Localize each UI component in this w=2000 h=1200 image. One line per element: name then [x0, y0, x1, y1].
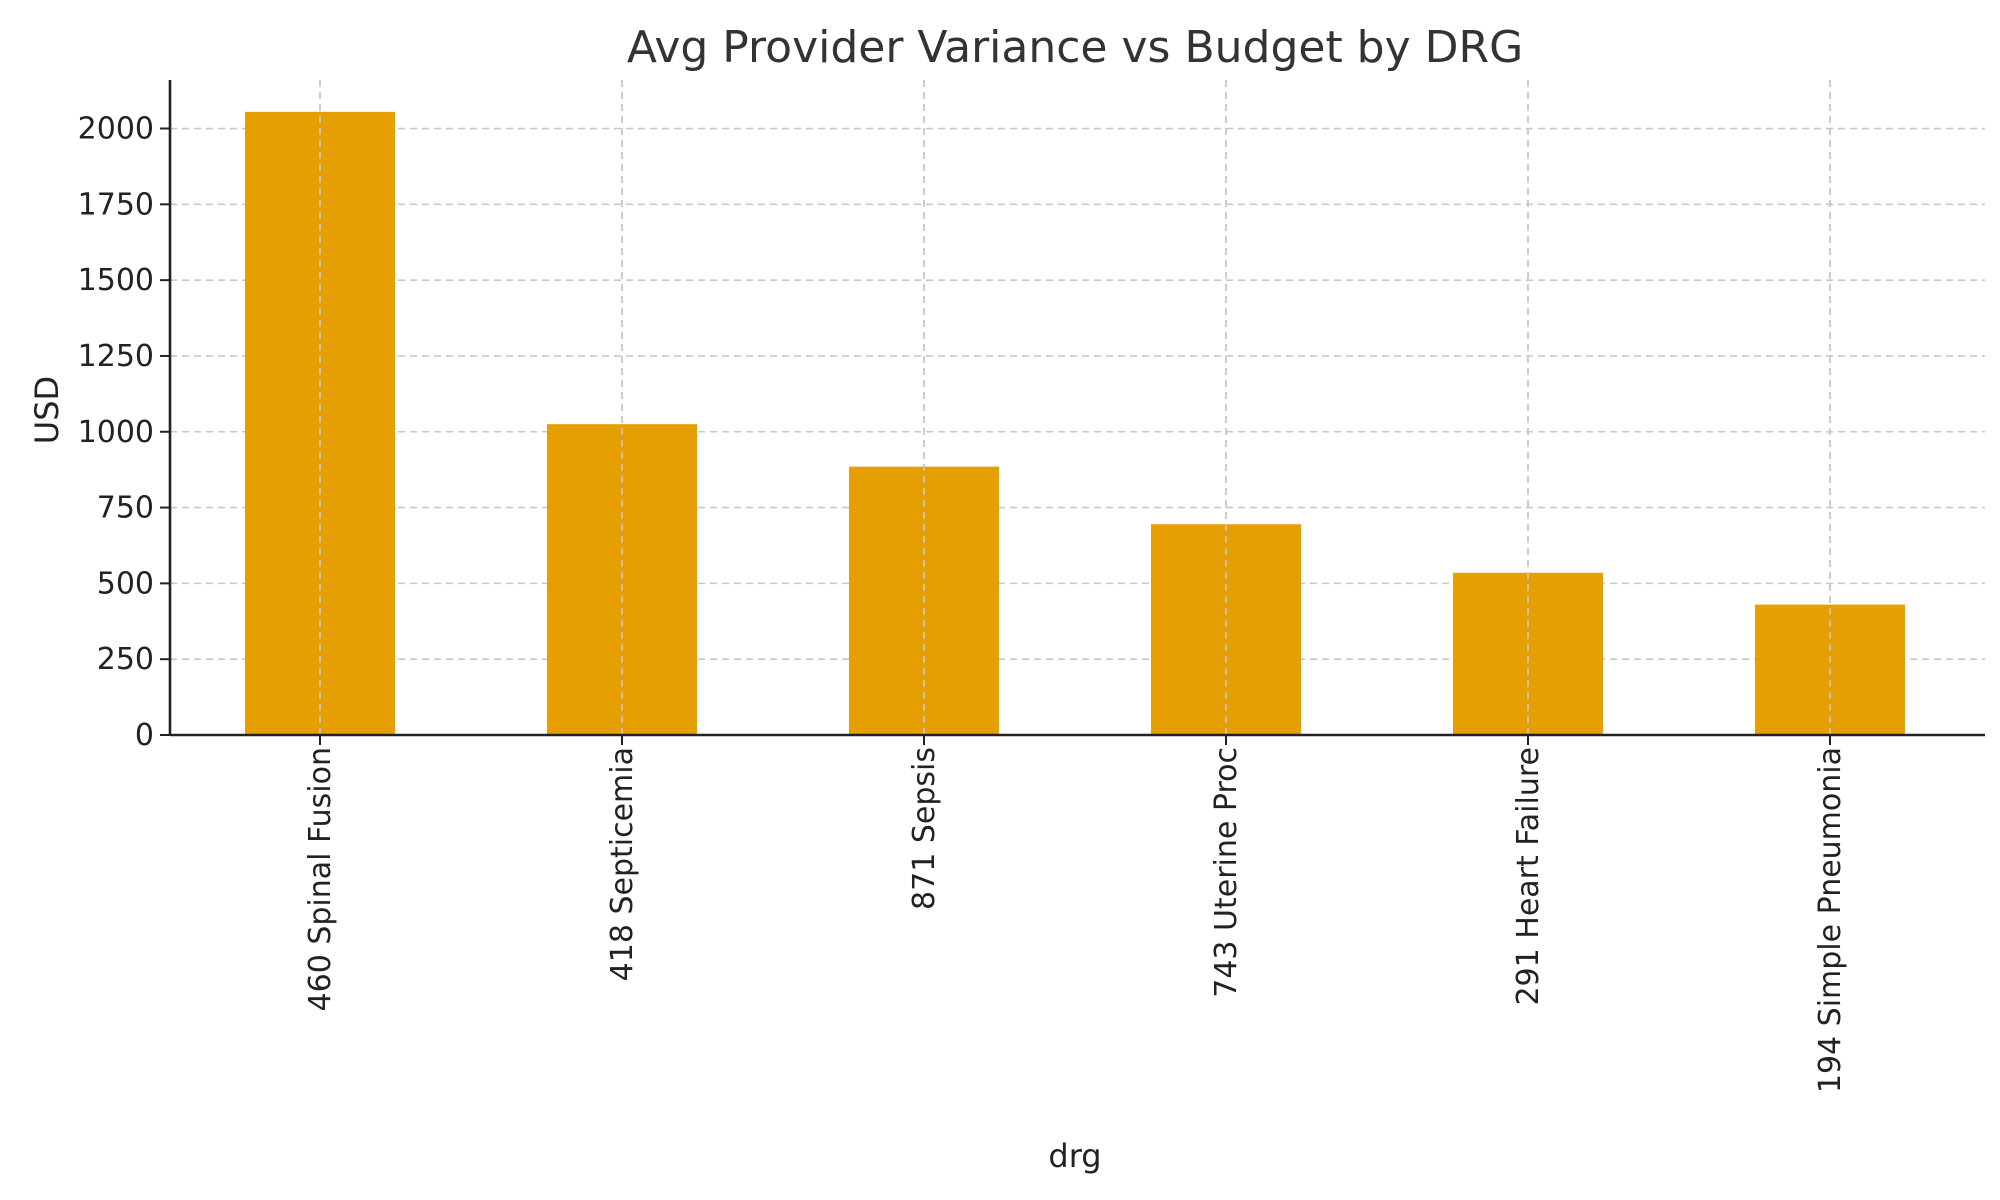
x-tick-label: 460 Spinal Fusion	[303, 747, 338, 1011]
axes-layer	[168, 80, 1985, 737]
y-axis-label: USD	[28, 376, 66, 444]
ticks-layer: 0 250 500 750 1000 1250 1500 1750 2000 460 Spinal…	[78, 112, 1848, 1094]
bar	[1151, 524, 1301, 735]
x-tick-label: 194 Simple Pneumonia	[1813, 747, 1848, 1093]
grid-layer	[170, 80, 1985, 736]
y-tick-label: 1000	[78, 415, 154, 450]
y-tick-label: 1250	[78, 339, 154, 374]
y-tick-label: 1750	[78, 187, 154, 222]
x-tick-label: 291 Heart Failure	[1511, 747, 1546, 1006]
x-axis-label: drg	[1048, 1137, 1101, 1175]
y-tick-label: 1500	[78, 263, 154, 298]
chart-title: Avg Provider Variance vs Budget by DRG	[627, 22, 1523, 73]
x-tick-label: 871 Sepsis	[907, 747, 942, 910]
y-tick-label: 500	[97, 566, 154, 601]
y-tick-label: 2000	[78, 112, 154, 147]
y-tick-label: 750	[97, 491, 154, 526]
x-tick-label: 743 Uterine Proc	[1209, 747, 1244, 998]
x-tick-label: 418 Septicemia	[605, 747, 640, 981]
bars-layer	[245, 80, 1905, 736]
y-tick-label: 0	[135, 718, 154, 753]
y-tick-label: 250	[97, 642, 154, 677]
